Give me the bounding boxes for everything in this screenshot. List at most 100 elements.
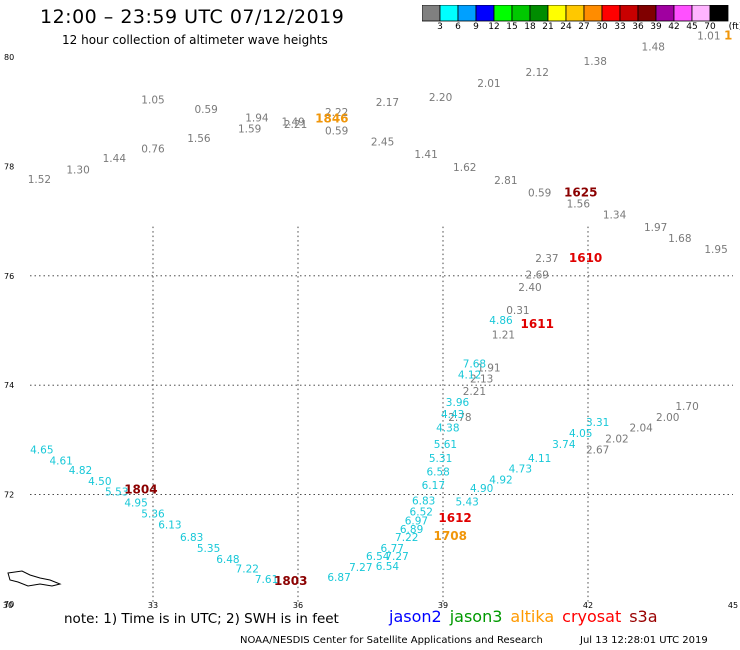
- wave-height-value: 2.40: [518, 282, 541, 294]
- wave-height-value: 7.68: [463, 359, 486, 371]
- wave-height-value: 2.67: [586, 445, 609, 457]
- swh-colorbar: [422, 5, 729, 22]
- colorbar-tick-label: 27: [578, 22, 590, 32]
- x-tick-label: 30: [3, 601, 13, 610]
- colorbar-tick-label: 6: [455, 22, 461, 32]
- wave-height-value: 3.31: [586, 417, 609, 429]
- pass-time-label: 1846: [315, 112, 348, 126]
- wave-height-value: 1.70: [675, 401, 698, 413]
- wave-height-value: 1.56: [187, 133, 211, 145]
- legend-item-altika: altika: [510, 607, 555, 626]
- wave-height-value: 6.54: [376, 561, 400, 573]
- wave-height-value: 7.27: [349, 562, 372, 574]
- wave-height-value: 1.97: [644, 222, 667, 234]
- coastline-fragment: [7, 570, 62, 587]
- wave-height-value: 5.31: [429, 453, 452, 465]
- pass-time-label: 1804: [124, 483, 157, 497]
- wave-height-value: 2.78: [448, 412, 471, 424]
- legend-item-jason3: jason3: [449, 607, 503, 626]
- wave-height-value: 2.12: [526, 67, 549, 79]
- wave-height-value: 5.43: [455, 497, 478, 509]
- y-tick-label: 80: [4, 53, 14, 62]
- wave-height-value: 4.50: [88, 476, 111, 488]
- colorbar-tick-label: 39: [650, 22, 662, 32]
- wave-height-value: 2.17: [376, 97, 399, 109]
- wave-height-value: 1.94: [245, 113, 269, 125]
- wave-height-value: 1.05: [141, 94, 164, 106]
- wave-height-value: 6.48: [216, 554, 239, 566]
- wave-height-value: 2.69: [526, 270, 549, 282]
- wave-height-value: 0.59: [194, 104, 217, 116]
- page-title: 12:00 – 23:59 UTC 07/12/2019: [40, 6, 345, 28]
- wave-height-value: 6.77: [381, 543, 404, 555]
- wave-height-value: 5.53: [105, 487, 128, 499]
- wave-height-value: 1.01: [697, 30, 720, 42]
- wave-height-value: 2.21: [463, 386, 486, 398]
- wave-height-value: 2.02: [605, 434, 628, 446]
- wave-height-value: 3.96: [446, 397, 470, 409]
- wave-height-value: 1.49: [281, 116, 304, 128]
- satellite-legend: jason2 jason3 altika cryosat s3a: [389, 607, 666, 626]
- wave-height-value: 1.95: [704, 244, 727, 256]
- y-tick-label: 70: [4, 600, 14, 609]
- wave-height-value: 0.59: [528, 187, 551, 199]
- wave-height-value: 0.59: [325, 126, 348, 138]
- colorbar-tick-label: 15: [506, 22, 518, 32]
- colorbar-tick-label: 70: [704, 22, 716, 32]
- wave-height-value: 4.38: [436, 423, 459, 435]
- wave-height-value: 4.43: [441, 409, 464, 421]
- wave-height-value: 2.00: [656, 412, 679, 424]
- wave-height-value: 2.45: [371, 137, 394, 149]
- wave-height-value: 4.92: [489, 475, 512, 487]
- legend-item-jason2: jason2: [389, 607, 442, 626]
- colorbar-tick-label: 12: [488, 22, 500, 32]
- pass-time-label: 1708: [434, 529, 467, 543]
- wave-height-value: 1.62: [453, 162, 476, 174]
- wave-height-value: 4.05: [569, 428, 592, 440]
- wave-height-value: 1.34: [603, 209, 627, 221]
- wave-height-value: 4.11: [528, 453, 551, 465]
- colorbar-unit: (ft): [728, 22, 740, 32]
- wave-height-value: 1.44: [103, 153, 127, 165]
- wave-height-value: 0.76: [141, 144, 165, 156]
- wave-height-value: 6.83: [180, 532, 203, 544]
- wave-height-value: 2.04: [629, 423, 653, 435]
- x-tick-label: 45: [728, 601, 738, 610]
- x-tick-label: 42: [583, 601, 593, 610]
- wave-height-value: 5.35: [197, 543, 220, 555]
- wave-height-value: 2.37: [535, 253, 558, 265]
- wave-height-value: 4.82: [69, 465, 92, 477]
- wave-height-value: 1.38: [584, 56, 607, 68]
- colorbar-tick-label: 9: [473, 22, 479, 32]
- wave-height-value: 2.22: [325, 107, 348, 119]
- wave-height-value: 0.31: [506, 305, 529, 317]
- y-tick-label: 78: [4, 162, 14, 171]
- wave-height-value: 6.87: [327, 572, 350, 584]
- colorbar-tick-label: 24: [560, 22, 572, 32]
- colorbar-tick-label: 33: [614, 22, 626, 32]
- wave-height-value: 1.91: [477, 363, 500, 375]
- wave-height-value: 1.48: [642, 41, 665, 53]
- wave-height-value: 1.21: [492, 330, 515, 342]
- wave-height-value: 1.52: [28, 174, 51, 186]
- wave-height-value: 5.36: [141, 509, 165, 521]
- colorbar-tick-label: 42: [668, 22, 680, 32]
- y-tick-label: 72: [4, 491, 14, 500]
- pass-time-label: 1: [724, 28, 732, 42]
- wave-height-value: 1.68: [668, 233, 691, 245]
- pass-time-label: 1612: [438, 511, 471, 525]
- wave-height-value: 4.95: [124, 498, 147, 510]
- wave-height-value: 3.74: [552, 439, 576, 451]
- wave-height-value: 1.30: [66, 165, 89, 177]
- wave-height-value: 6.83: [412, 495, 435, 507]
- wave-height-value: 4.65: [30, 445, 53, 457]
- wave-height-value: 6.89: [400, 524, 423, 536]
- wave-height-value: 5.61: [434, 439, 457, 451]
- y-tick-label: 76: [4, 272, 14, 281]
- wave-height-value: 6.97: [405, 516, 428, 528]
- wave-height-value: 2.01: [477, 78, 500, 90]
- grid-lines: [30, 226, 733, 604]
- wave-height-value: 7.61: [255, 574, 278, 586]
- legend-item-cryosat: cryosat: [562, 607, 622, 626]
- colorbar-swatch: [709, 5, 729, 22]
